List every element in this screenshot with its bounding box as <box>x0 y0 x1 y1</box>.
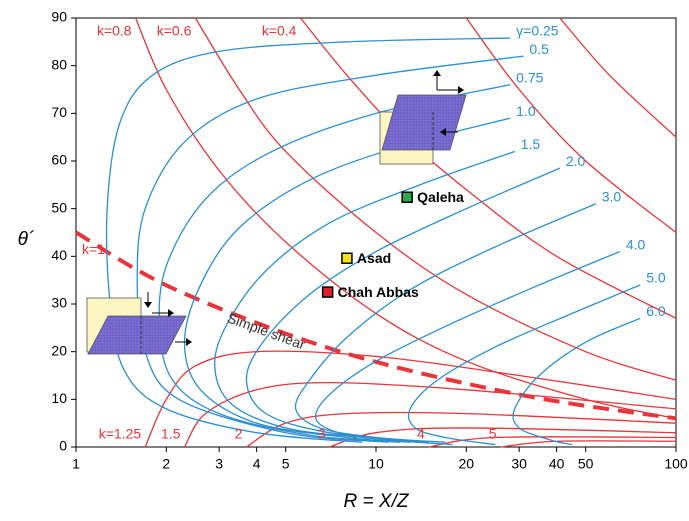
y-axis-label: θ´ <box>18 229 35 250</box>
site-label: Qaleha <box>417 189 464 205</box>
series-label: 0.5 <box>529 41 549 57</box>
annotation: Simple shear <box>225 310 308 353</box>
series-label: 1.5 <box>161 426 181 442</box>
contour-line <box>500 441 676 447</box>
series-label: 1.0 <box>516 103 536 119</box>
series-label: 3.0 <box>602 189 622 205</box>
site-marker <box>402 192 412 202</box>
plot-area <box>76 18 676 447</box>
contour-line <box>136 18 676 418</box>
contour-line <box>246 168 559 442</box>
contour-line <box>137 56 523 442</box>
x-tick-label: 50 <box>578 456 594 472</box>
series-label: γ=0.25 <box>516 23 559 39</box>
series-label: 2 <box>235 426 243 442</box>
series-label: 5 <box>489 426 497 442</box>
x-tick-label: 20 <box>459 456 475 472</box>
y-tick-label: 60 <box>51 152 67 168</box>
contour-line <box>246 412 676 447</box>
series-label: 1.5 <box>521 136 541 152</box>
y-tick-label: 80 <box>51 56 67 72</box>
series-label: k=0.4 <box>262 23 297 39</box>
x-tick-label: 1 <box>72 456 80 472</box>
contour-line <box>316 252 620 445</box>
series-label: 6.0 <box>646 303 666 319</box>
series-label: 2.0 <box>566 153 586 169</box>
site-label: Asad <box>357 250 391 266</box>
x-tick-label: 30 <box>511 456 527 472</box>
site-label: Chah Abbas <box>338 284 419 300</box>
x-tick-label: 2 <box>162 456 170 472</box>
contour-line <box>300 18 676 318</box>
x-tick-label: 5 <box>282 456 290 472</box>
y-tick-label: 50 <box>51 199 67 215</box>
x-tick-label: 10 <box>368 456 384 472</box>
series-label: 4 <box>417 426 425 442</box>
y-tick-label: 30 <box>51 295 67 311</box>
icon-upper <box>380 70 466 164</box>
y-tick-label: 10 <box>51 390 67 406</box>
series-label: 5.0 <box>646 270 666 286</box>
icon-lower <box>87 292 192 354</box>
y-tick-label: 90 <box>51 9 67 25</box>
series-label: k=0.6 <box>157 23 192 39</box>
y-tick-label: 70 <box>51 104 67 120</box>
series-label: k=1 <box>82 241 105 257</box>
series-label: k=1.25 <box>99 426 142 442</box>
y-tick-label: 0 <box>59 438 67 454</box>
series-label: 0.75 <box>516 69 543 85</box>
contour-line <box>513 318 640 444</box>
contour-line <box>145 351 676 447</box>
contour-line <box>466 18 676 233</box>
site-marker <box>323 287 333 297</box>
x-tick-label: 4 <box>253 456 261 472</box>
series-label: 3 <box>318 426 326 442</box>
y-tick-label: 40 <box>51 247 67 263</box>
series-label: 4.0 <box>626 236 646 252</box>
site-marker <box>342 253 352 263</box>
y-tick-label: 20 <box>51 342 67 358</box>
contour-line <box>185 118 511 442</box>
x-tick-label: 100 <box>664 456 688 472</box>
contour-line <box>560 18 676 137</box>
x-axis-label: R = X/Z <box>344 491 410 512</box>
series-label: k=0.8 <box>97 23 132 39</box>
chart: θ´ R = X/Z 01020304050607080901234510203… <box>0 0 689 516</box>
x-tick-label: 3 <box>215 456 223 472</box>
x-tick-label: 40 <box>549 456 565 472</box>
